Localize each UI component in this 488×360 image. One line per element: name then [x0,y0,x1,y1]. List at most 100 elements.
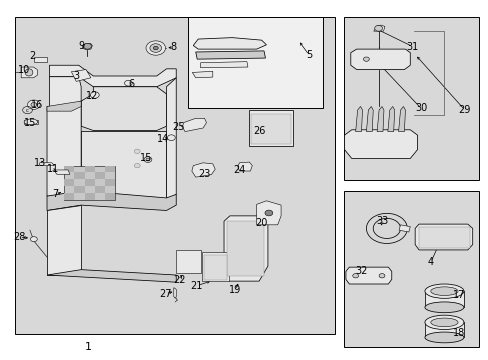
Text: 27: 27 [159,289,171,299]
Polygon shape [191,163,215,177]
Text: 21: 21 [190,281,203,291]
Text: 8: 8 [170,42,177,52]
Text: 3: 3 [73,71,79,81]
Circle shape [83,43,91,49]
Polygon shape [49,77,81,107]
Circle shape [264,210,272,216]
Bar [249,110,293,146]
Bar [64,166,115,200]
Ellipse shape [424,302,463,313]
Polygon shape [398,225,409,232]
Text: 11: 11 [47,164,60,174]
Polygon shape [424,322,463,337]
Text: 22: 22 [173,275,185,285]
Bar [105,193,115,200]
Bar [176,250,200,273]
Text: 4: 4 [427,257,433,267]
Text: 18: 18 [452,328,464,338]
Bar [84,193,95,200]
Ellipse shape [24,119,38,125]
Polygon shape [195,51,265,59]
Bar [84,166,95,172]
Text: 29: 29 [458,105,470,115]
Text: 24: 24 [233,165,245,175]
Polygon shape [21,67,37,78]
Bar [95,172,105,179]
Polygon shape [182,118,206,132]
Polygon shape [200,62,247,68]
Bar [95,186,105,193]
Polygon shape [398,107,405,132]
Ellipse shape [424,315,463,329]
Circle shape [27,100,40,109]
Polygon shape [350,49,409,69]
Bar [418,226,469,248]
Text: 13: 13 [34,158,46,168]
Text: 14: 14 [157,134,169,144]
Polygon shape [81,87,166,131]
Polygon shape [376,107,383,132]
Polygon shape [166,78,176,202]
Text: 32: 32 [355,266,367,276]
Text: 6: 6 [128,79,134,89]
Text: 25: 25 [172,122,184,132]
Circle shape [30,237,37,242]
Circle shape [150,44,161,52]
Circle shape [146,41,165,55]
Text: 19: 19 [228,285,241,295]
Polygon shape [414,224,472,250]
Bar [203,255,226,280]
Bar [227,221,264,276]
Bar [105,166,115,172]
Circle shape [90,92,99,98]
Circle shape [374,26,382,31]
Circle shape [153,46,158,50]
Text: 2: 2 [29,51,36,61]
Polygon shape [34,57,47,62]
Bar [251,114,291,144]
Text: 30: 30 [414,103,426,113]
Circle shape [146,158,150,161]
Circle shape [144,157,152,162]
Polygon shape [47,191,176,211]
Bar [202,252,228,281]
Polygon shape [366,107,372,132]
Polygon shape [47,270,176,282]
Polygon shape [424,291,463,307]
Polygon shape [71,69,91,81]
Bar [188,17,322,108]
Polygon shape [237,162,252,171]
Polygon shape [49,65,176,87]
Polygon shape [82,44,92,50]
Text: 9: 9 [78,41,84,50]
Circle shape [134,163,140,168]
Text: 23: 23 [198,168,210,179]
Text: 28: 28 [13,232,25,242]
Text: 5: 5 [305,50,312,60]
Ellipse shape [25,69,33,76]
Polygon shape [55,170,70,174]
Bar [84,179,95,186]
Polygon shape [192,71,212,78]
Bar [74,186,84,193]
Polygon shape [193,38,266,49]
Polygon shape [81,131,166,198]
Text: 1: 1 [85,342,92,352]
Circle shape [167,135,175,140]
Polygon shape [47,101,81,111]
Ellipse shape [424,332,463,343]
Text: 12: 12 [86,91,99,102]
Text: 20: 20 [254,218,267,228]
Bar [74,172,84,179]
Circle shape [31,103,37,107]
Polygon shape [256,201,281,225]
Polygon shape [47,205,81,275]
Polygon shape [345,267,391,284]
Polygon shape [373,25,384,31]
Ellipse shape [424,284,463,298]
Text: 33: 33 [375,216,387,226]
Text: 31: 31 [406,42,418,51]
Bar [64,193,74,200]
Polygon shape [24,120,38,124]
Polygon shape [173,288,176,298]
